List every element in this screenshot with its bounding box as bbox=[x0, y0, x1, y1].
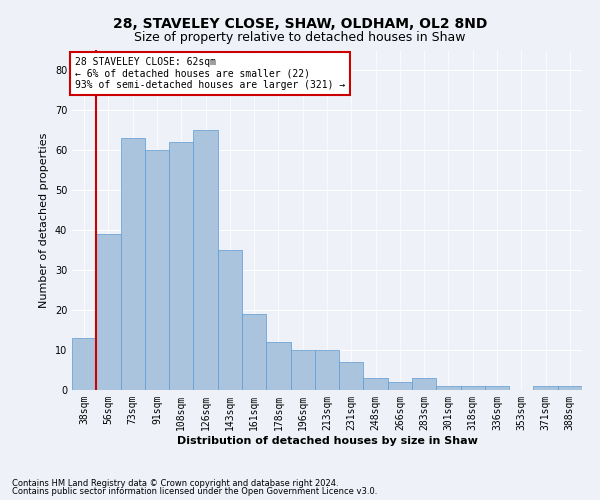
Bar bbox=[533, 386, 558, 390]
Bar bbox=[121, 138, 145, 390]
Bar bbox=[315, 350, 339, 390]
Text: 28, STAVELEY CLOSE, SHAW, OLDHAM, OL2 8ND: 28, STAVELEY CLOSE, SHAW, OLDHAM, OL2 8N… bbox=[113, 18, 487, 32]
Bar bbox=[436, 386, 461, 390]
Bar bbox=[485, 386, 509, 390]
Bar bbox=[72, 338, 96, 390]
Bar bbox=[145, 150, 169, 390]
X-axis label: Distribution of detached houses by size in Shaw: Distribution of detached houses by size … bbox=[176, 436, 478, 446]
Text: Contains public sector information licensed under the Open Government Licence v3: Contains public sector information licen… bbox=[12, 487, 377, 496]
Bar bbox=[339, 362, 364, 390]
Bar bbox=[218, 250, 242, 390]
Bar bbox=[96, 234, 121, 390]
Bar bbox=[558, 386, 582, 390]
Y-axis label: Number of detached properties: Number of detached properties bbox=[39, 132, 49, 308]
Bar bbox=[412, 378, 436, 390]
Bar bbox=[242, 314, 266, 390]
Text: 28 STAVELEY CLOSE: 62sqm
← 6% of detached houses are smaller (22)
93% of semi-de: 28 STAVELEY CLOSE: 62sqm ← 6% of detache… bbox=[74, 57, 345, 90]
Bar bbox=[364, 378, 388, 390]
Bar bbox=[461, 386, 485, 390]
Text: Contains HM Land Registry data © Crown copyright and database right 2024.: Contains HM Land Registry data © Crown c… bbox=[12, 478, 338, 488]
Bar bbox=[193, 130, 218, 390]
Bar bbox=[388, 382, 412, 390]
Text: Size of property relative to detached houses in Shaw: Size of property relative to detached ho… bbox=[134, 31, 466, 44]
Bar bbox=[266, 342, 290, 390]
Bar bbox=[290, 350, 315, 390]
Bar bbox=[169, 142, 193, 390]
